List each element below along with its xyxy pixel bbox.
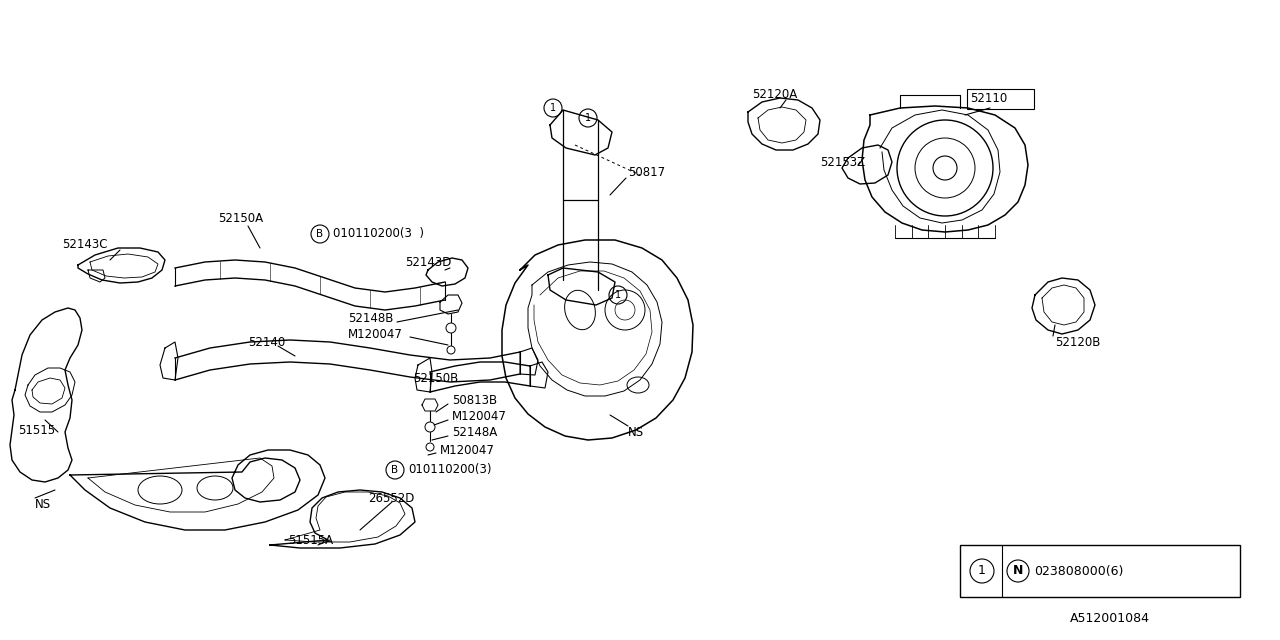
Text: 51515: 51515 <box>18 424 55 436</box>
Text: 52153Z: 52153Z <box>820 156 865 168</box>
Text: 52148A: 52148A <box>452 426 497 438</box>
Text: 26552D: 26552D <box>369 492 415 504</box>
Text: NS: NS <box>628 426 644 438</box>
Text: 1: 1 <box>614 290 621 300</box>
Text: M120047: M120047 <box>348 328 403 342</box>
Text: B: B <box>392 465 398 475</box>
Text: 52150B: 52150B <box>413 371 458 385</box>
Text: A512001084: A512001084 <box>1070 611 1149 625</box>
Text: N: N <box>1012 564 1023 577</box>
Text: 52110: 52110 <box>970 93 1007 106</box>
Text: 010110200(3): 010110200(3) <box>408 463 492 477</box>
Text: 1: 1 <box>978 564 986 577</box>
FancyBboxPatch shape <box>966 89 1034 109</box>
FancyBboxPatch shape <box>960 545 1240 597</box>
Text: 1: 1 <box>585 113 591 123</box>
Text: 023808000(6): 023808000(6) <box>1034 564 1124 577</box>
Text: 010110200(3  ): 010110200(3 ) <box>333 227 424 241</box>
Text: 51515A: 51515A <box>288 534 333 547</box>
Text: 52140: 52140 <box>248 335 285 349</box>
Text: 1: 1 <box>550 103 556 113</box>
Text: B: B <box>316 229 324 239</box>
Text: 52143D: 52143D <box>404 255 452 269</box>
Text: 50813B: 50813B <box>452 394 497 406</box>
Text: 52150A: 52150A <box>218 211 264 225</box>
Text: 52148B: 52148B <box>348 312 393 324</box>
Text: NS: NS <box>35 499 51 511</box>
Text: M120047: M120047 <box>452 410 507 422</box>
Text: M120047: M120047 <box>440 444 495 456</box>
Text: 50817: 50817 <box>628 166 666 179</box>
Text: 52143C: 52143C <box>61 239 108 252</box>
Text: 52120A: 52120A <box>753 88 797 102</box>
Text: 52120B: 52120B <box>1055 335 1101 349</box>
